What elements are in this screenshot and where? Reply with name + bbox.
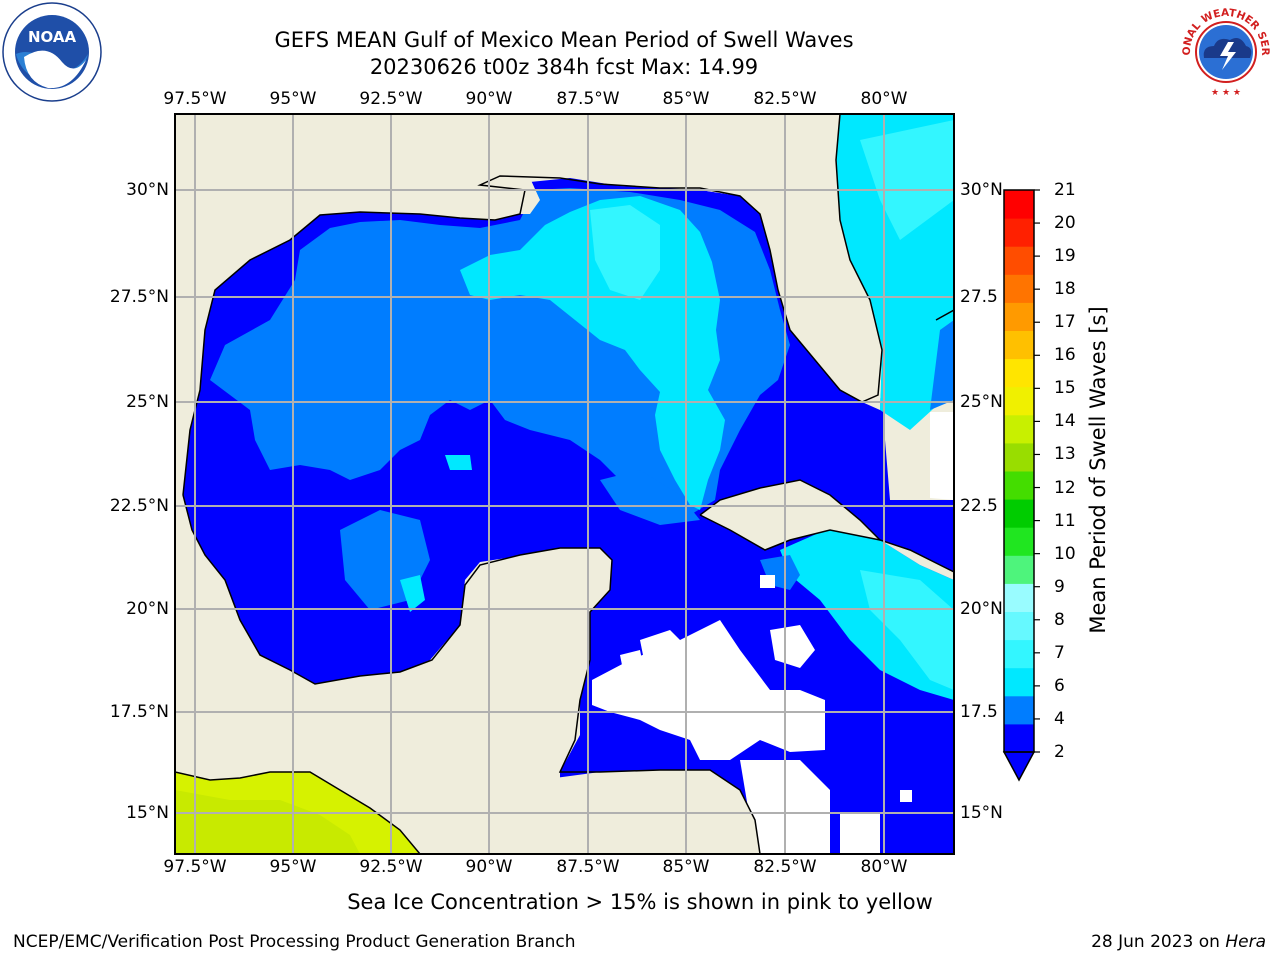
lat-tick-right: 15°N xyxy=(960,803,1003,823)
gridlines xyxy=(175,114,954,854)
caribbean-cyan-band xyxy=(780,528,954,700)
lon-tick-bottom: 87.5°W xyxy=(556,857,620,877)
lat-tick-left: 20°N xyxy=(126,599,169,619)
colorbar-tick-label: 15 xyxy=(1054,378,1076,399)
lat-tick-right: 25°N xyxy=(960,392,1003,412)
lon-tick-bottom: 85°W xyxy=(662,857,710,877)
svg-text:NOAA: NOAA xyxy=(28,28,77,46)
lat-tick-left: 30°N xyxy=(126,180,169,200)
colorbar-tick-label: 21 xyxy=(1054,180,1076,200)
lon-tick-bottom: 95°W xyxy=(269,857,317,877)
colorbar-segment xyxy=(1004,218,1034,247)
lat-tick-right: 30°N xyxy=(960,180,1003,200)
colorbar-tick-label: 16 xyxy=(1054,345,1076,366)
lon-tick-bottom: 92.5°W xyxy=(359,857,423,877)
lon-tick-top: 80°W xyxy=(860,89,908,109)
colorbar-tick-label: 4 xyxy=(1054,708,1065,729)
map-frame xyxy=(174,113,955,855)
colorbar-segment xyxy=(1004,611,1034,641)
lat-tick-right: 22.5 xyxy=(960,496,998,516)
colorbar-segment xyxy=(1004,667,1034,697)
lon-tick-top: 90°W xyxy=(465,89,513,109)
colorbar-extend-arrow xyxy=(1002,751,1036,782)
colorbar-segment xyxy=(1004,639,1034,669)
colorbar-segment xyxy=(1004,330,1034,360)
colorbar-tick-label: 18 xyxy=(1054,279,1076,300)
colorbar-segment xyxy=(1004,499,1034,528)
colorbar-tick-label: 10 xyxy=(1054,543,1076,564)
colorbar-tick-label: 2 xyxy=(1054,742,1065,762)
lon-tick-top: 92.5°W xyxy=(359,89,423,109)
nws-logo: NATIONAL WEATHER SERVICE ★ ★ ★ xyxy=(1176,2,1274,100)
sea-ice-caption: Sea Ice Concentration > 15% is shown in … xyxy=(347,890,933,914)
chart-title: GEFS MEAN Gulf of Mexico Mean Period of … xyxy=(274,28,854,52)
lon-tick-top: 95°W xyxy=(269,89,317,109)
footer-date: 28 Jun 2023 on Hera xyxy=(1091,932,1266,952)
colorbar-segment xyxy=(1004,190,1034,219)
lon-tick-bottom: 90°W xyxy=(465,857,513,877)
footer-host: Hera xyxy=(1225,932,1266,952)
colorbar-tick-label: 9 xyxy=(1054,576,1065,597)
colorbar-segment xyxy=(1004,358,1034,388)
lat-tick-left: 27.5°N xyxy=(109,287,169,307)
colorbar-segment xyxy=(1004,246,1034,275)
florida-land xyxy=(700,114,882,410)
colorbar-segment xyxy=(1004,302,1034,331)
footer-credit: NCEP/EMC/Verification Post Processing Pr… xyxy=(13,932,576,952)
lon-tick-bottom: 82.5°W xyxy=(753,857,817,877)
lat-tick-left: 25°N xyxy=(126,392,169,412)
colorbar-frame xyxy=(1003,189,1035,753)
lon-tick-top: 97.5°W xyxy=(163,89,227,109)
colorbar xyxy=(1002,189,1040,782)
colorbar-segment xyxy=(1004,527,1034,556)
colorbar-tick-label: 11 xyxy=(1054,510,1076,531)
chart-subtitle: 20230626 t00z 384h fcst Max: 14.99 xyxy=(369,55,759,79)
swell-band-high xyxy=(460,196,725,510)
colorbar-segment xyxy=(1004,695,1034,725)
noaa-logo: NOAA xyxy=(2,2,102,102)
colorbar-segment xyxy=(1004,386,1034,416)
colorbar-tick-label: 8 xyxy=(1054,609,1065,630)
lat-tick-right: 17.5 xyxy=(960,702,998,722)
colorbar-tick-label: 6 xyxy=(1054,675,1065,696)
colorbar-segment xyxy=(1004,583,1034,612)
colorbar-tick-label: 20 xyxy=(1054,213,1076,234)
colorbar-tick-label: 14 xyxy=(1054,411,1076,432)
svg-text:★ ★ ★: ★ ★ ★ xyxy=(1211,88,1241,98)
lon-tick-top: 85°W xyxy=(662,89,710,109)
lon-tick-bottom: 97.5°W xyxy=(163,857,227,877)
lon-tick-top: 82.5°W xyxy=(753,89,817,109)
colorbar-tick-label: 7 xyxy=(1054,642,1065,663)
colorbar-segment xyxy=(1004,555,1034,584)
yucatan-land xyxy=(380,548,612,780)
colorbar-segment xyxy=(1004,442,1034,472)
cuba-land xyxy=(700,480,880,550)
lon-tick-top: 87.5°W xyxy=(556,89,620,109)
lon-tick-bottom: 80°W xyxy=(860,857,908,877)
lat-tick-right: 27.5 xyxy=(960,287,998,307)
colorbar-segment xyxy=(1004,723,1034,753)
colorbar-segment xyxy=(1004,274,1034,303)
colorbar-segment xyxy=(1004,414,1034,444)
colorbar-tick-label: 12 xyxy=(1054,477,1076,498)
colorbar-segment xyxy=(1004,471,1034,500)
colorbar-tick-label: 13 xyxy=(1054,444,1076,465)
lat-tick-left: 15°N xyxy=(126,803,169,823)
colorbar-tick-label: 17 xyxy=(1054,312,1076,333)
lat-tick-right: 20°N xyxy=(960,599,1003,619)
lat-tick-left: 17.5°N xyxy=(109,702,169,722)
colorbar-tick-label: 19 xyxy=(1054,246,1076,267)
lat-tick-left: 22.5°N xyxy=(109,496,169,516)
